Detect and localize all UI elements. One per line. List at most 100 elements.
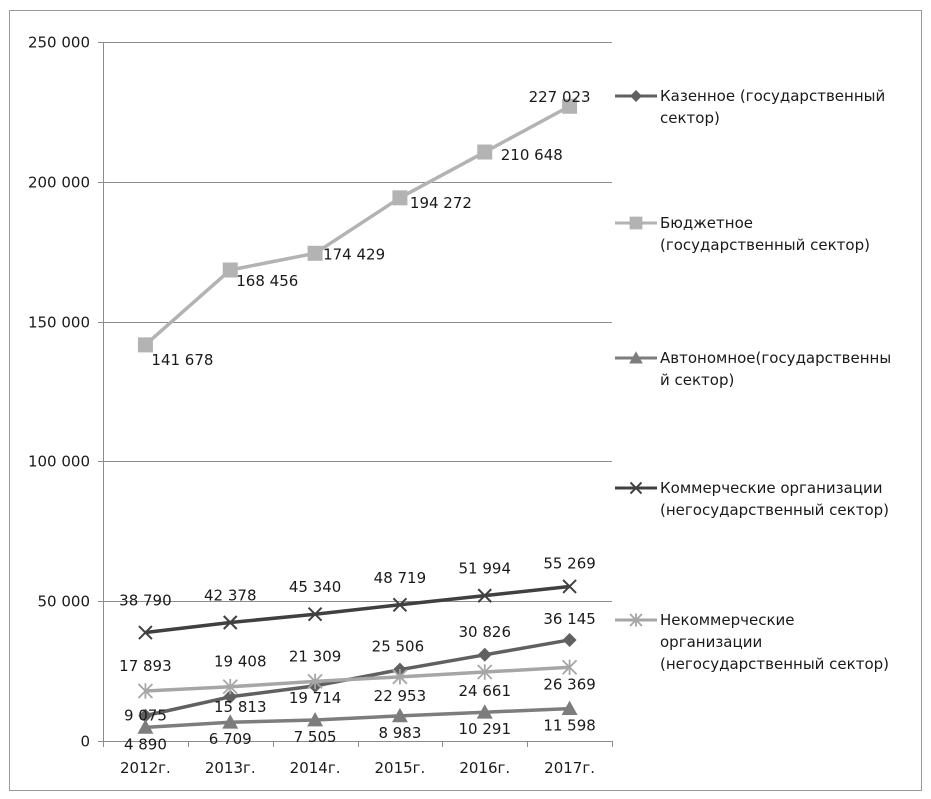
legend-item: Автономное(государственны й сектор) [615, 349, 891, 389]
y-tick-label: 150 000 [28, 314, 90, 332]
data-label: 10 291 [459, 720, 512, 738]
series-layer [137, 98, 578, 734]
data-point-marker [307, 245, 323, 261]
data-point-marker [392, 669, 408, 685]
data-label: 45 340 [289, 578, 342, 596]
legend: Казенное (государственный сектор) Бюджетно… [615, 87, 891, 673]
legend-item: Казенное (государственный сектор) [615, 87, 885, 127]
series-line [144, 104, 571, 347]
data-label: 7 505 [294, 728, 337, 746]
data-label: 15 813 [214, 698, 267, 716]
legend-label: (негосударственный сектор) [660, 655, 889, 673]
series-line [145, 665, 570, 693]
y-tick-label: 100 000 [28, 453, 90, 471]
gridlines [103, 42, 612, 602]
legend-label: организации [660, 633, 762, 651]
data-point-marker [629, 351, 643, 364]
data-label: 11 598 [543, 717, 596, 735]
data-label: 51 994 [459, 560, 512, 578]
data-label: 194 272 [410, 194, 472, 212]
y-tick-label: 0 [80, 733, 90, 751]
data-point-marker [307, 607, 323, 622]
series-2 [137, 98, 578, 353]
data-point-marker [138, 708, 153, 723]
data-label: 26 369 [543, 675, 596, 693]
data-point-marker [137, 719, 154, 734]
data-label: 227 023 [529, 88, 591, 106]
data-label: 19 714 [289, 689, 342, 707]
data-point-marker [391, 707, 408, 723]
legend-label: Автономное(государственны [660, 349, 891, 367]
data-label: 8 983 [378, 724, 421, 742]
data-label: 9 075 [124, 707, 167, 725]
x-tick-label: 2013г. [205, 759, 256, 777]
data-label: 42 378 [204, 587, 257, 605]
series-4 [138, 579, 577, 640]
data-point-marker [223, 689, 238, 704]
data-label: 24 661 [459, 682, 512, 700]
data-point-marker [392, 597, 408, 612]
data-point-marker [222, 262, 238, 278]
data-point-marker [477, 664, 493, 680]
data-label: 210 648 [501, 146, 563, 164]
y-tick-label: 200 000 [28, 174, 90, 192]
data-point-marker [137, 337, 153, 353]
x-tick-label: 2016г. [459, 759, 510, 777]
data-labels: 9 075 15 813 19 714 25 506 30 826 36 145 141 6… [119, 88, 596, 753]
data-point-marker [630, 90, 642, 102]
series-5 [137, 659, 578, 699]
data-point-marker [392, 190, 408, 206]
data-point-marker [629, 481, 643, 495]
data-label: 17 893 [119, 657, 172, 675]
data-point-marker [477, 144, 493, 160]
legend-label: сектор) [660, 109, 720, 127]
data-point-marker [307, 673, 323, 690]
data-label: 36 145 [543, 610, 596, 628]
data-point-marker [561, 659, 578, 675]
legend-label: Казенное (государственный [660, 87, 885, 105]
series-line [145, 706, 570, 730]
y-tick-label: 250 000 [28, 34, 90, 52]
legend-label: й сектор) [660, 371, 734, 389]
data-point-marker [561, 700, 578, 715]
data-point-marker [307, 712, 324, 727]
series-line [145, 584, 570, 635]
legend-item: Бюджетное (государственный сектор) [615, 214, 870, 254]
legend-label: Коммерческие организации [660, 479, 883, 497]
data-label: 38 790 [119, 592, 172, 610]
data-label: 30 826 [459, 623, 512, 641]
data-label: 174 429 [323, 245, 385, 263]
data-label: 21 309 [289, 647, 342, 665]
x-tick-label: 2017г. [544, 759, 595, 777]
data-point-marker [562, 98, 578, 114]
data-point-marker [138, 625, 153, 640]
x-tick-label: 2015г. [375, 759, 426, 777]
legend-label: (государственный сектор) [660, 236, 870, 254]
data-label: 22 953 [374, 687, 427, 705]
series-3 [137, 700, 578, 734]
data-label: 19 408 [214, 653, 267, 671]
data-point-marker [222, 679, 238, 695]
y-tick-label: 50 000 [38, 593, 91, 611]
x-tick-label: 2014г. [290, 759, 341, 777]
data-label: 55 269 [543, 554, 596, 572]
data-label: 168 456 [236, 272, 298, 290]
data-point-marker [223, 615, 238, 630]
data-point-marker [137, 683, 154, 699]
axes: 0 50 000 100 000 150 000 200 000 250 000 2012г… [28, 34, 613, 777]
chart-frame [9, 10, 922, 791]
data-point-marker [629, 613, 643, 627]
data-point-marker [477, 588, 492, 603]
data-label: 48 719 [374, 569, 427, 587]
legend-item: Некоммерческие организации (негосударствен… [615, 611, 889, 673]
data-label: 141 678 [151, 351, 213, 369]
data-point-marker [562, 632, 577, 647]
legend-label: Бюджетное [660, 214, 753, 232]
data-label: 4 890 [124, 735, 167, 753]
data-point-marker [477, 647, 492, 662]
legend-label: Некоммерческие [660, 611, 795, 629]
legend-label: (негосударственный сектор) [660, 501, 889, 519]
data-point-marker [476, 704, 493, 719]
data-point-marker [629, 216, 643, 230]
